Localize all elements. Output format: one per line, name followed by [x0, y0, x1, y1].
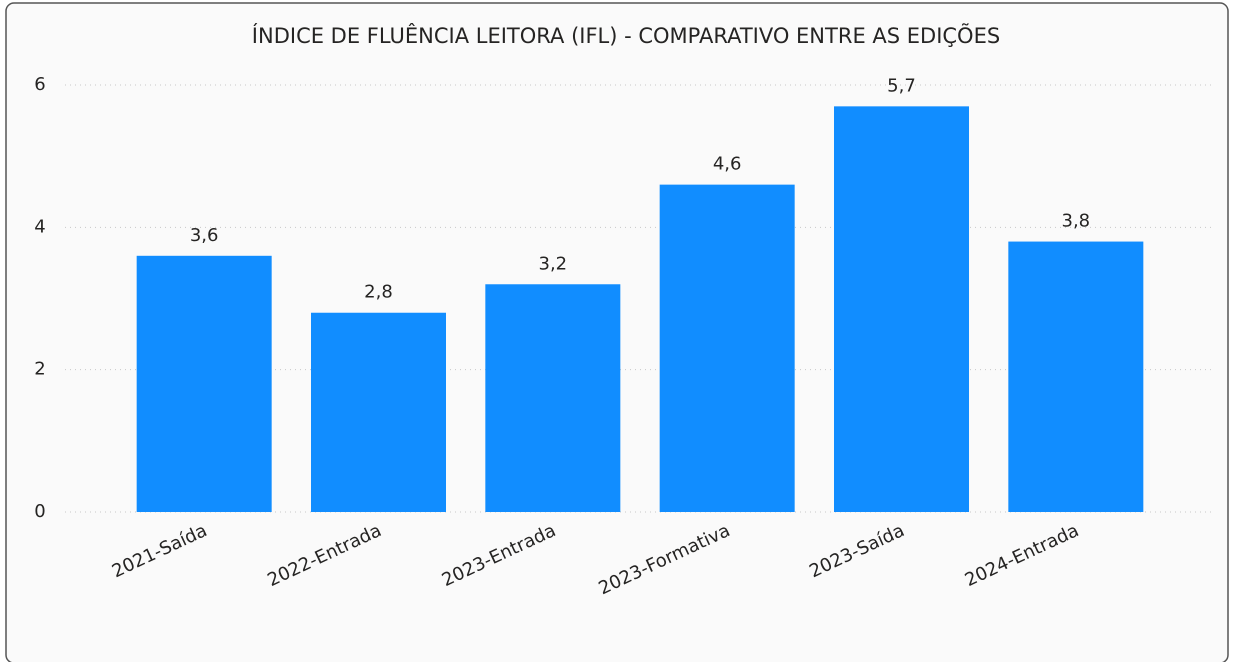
data-label: 3,8 [1062, 211, 1091, 232]
bar [485, 284, 621, 512]
data-label: 3,6 [190, 225, 219, 246]
data-label: 3,2 [539, 253, 568, 274]
data-label: 4,6 [713, 154, 742, 175]
data-label: 2,8 [364, 282, 393, 303]
y-tick-label: 2 [34, 359, 45, 380]
bar [136, 255, 272, 513]
y-tick-label: 6 [34, 74, 45, 95]
y-tick-label: 0 [34, 501, 45, 522]
bar [659, 184, 795, 512]
y-tick-label: 4 [34, 216, 45, 237]
chart-title: ÍNDICE DE FLUÊNCIA LEITORA (IFL) - COMPA… [252, 22, 1000, 48]
bar [311, 312, 446, 512]
bar [1008, 241, 1144, 513]
bar [834, 106, 969, 512]
data-label: 5,7 [887, 75, 916, 96]
